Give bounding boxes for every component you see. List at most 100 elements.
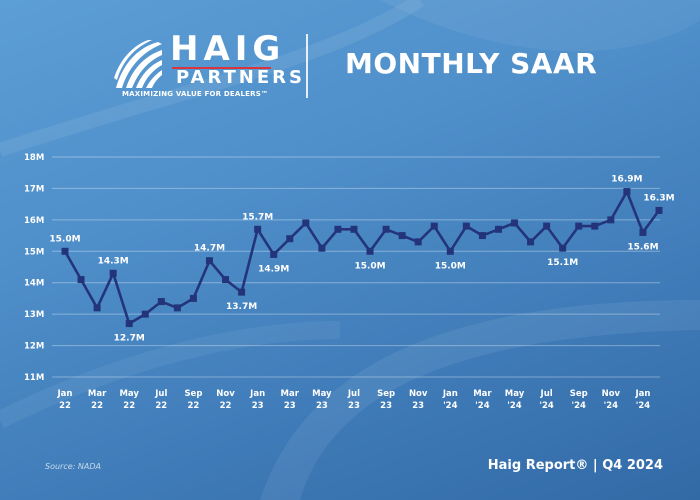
data-label: 12.7M <box>114 334 145 344</box>
data-point <box>478 232 486 240</box>
data-point <box>302 219 310 227</box>
x-tick-label: Jul <box>347 389 360 399</box>
data-point <box>543 222 551 230</box>
x-tick-label: 23 <box>412 401 424 411</box>
x-tick-label: 22 <box>155 401 167 411</box>
x-tick-label: Nov <box>602 389 621 399</box>
data-point <box>334 225 342 233</box>
x-tick-label: 22 <box>188 401 200 411</box>
y-tick-label: 16M <box>24 216 44 226</box>
data-label: 14.3M <box>98 256 129 266</box>
data-label: 14.9M <box>258 264 289 274</box>
y-tick-label: 13M <box>24 310 44 320</box>
x-tick-label: 22 <box>91 401 103 411</box>
data-point <box>494 225 502 233</box>
haig-logo-icon <box>114 40 162 88</box>
data-point <box>318 244 326 252</box>
y-tick-label: 14M <box>24 279 44 289</box>
x-tick-label: '24 <box>572 401 587 411</box>
x-tick-label: Sep <box>184 389 202 399</box>
data-point <box>527 238 535 246</box>
x-tick-label: Sep <box>377 389 395 399</box>
data-point <box>655 206 663 214</box>
brand-tagline: MAXIMIZING VALUE FOR DEALERS™ <box>122 90 269 98</box>
data-point <box>446 247 454 255</box>
x-tick-label: Mar <box>281 389 300 399</box>
data-point <box>398 232 406 240</box>
data-label: 13.7M <box>226 302 257 312</box>
y-tick-label: 15M <box>24 247 44 257</box>
data-point <box>414 238 422 246</box>
x-tick-label: '24 <box>636 401 651 411</box>
x-tick-label: 23 <box>252 401 264 411</box>
brand-name: HAIG <box>170 29 286 69</box>
x-tick-label: '24 <box>507 401 522 411</box>
data-label: 16.3M <box>643 193 674 203</box>
x-tick-label: '24 <box>475 401 490 411</box>
x-tick-label: Jan <box>57 389 73 399</box>
data-point <box>205 257 213 265</box>
x-tick-label: Nov <box>216 389 235 399</box>
x-tick-label: Jul <box>154 389 167 399</box>
data-point <box>350 225 358 233</box>
data-point <box>77 276 85 284</box>
data-label: 16.9M <box>611 175 642 185</box>
x-tick-label: Nov <box>409 389 428 399</box>
data-label: 15.0M <box>49 234 80 244</box>
data-point <box>286 235 294 243</box>
brand-accent-rule <box>172 67 271 69</box>
data-point <box>575 222 583 230</box>
data-label: 15.0M <box>354 261 385 271</box>
y-tick-label: 12M <box>24 342 44 352</box>
x-tick-label: '24 <box>539 401 554 411</box>
data-label: 15.7M <box>242 212 273 222</box>
x-tick-label: Mar <box>473 389 492 399</box>
x-tick-label: Mar <box>88 389 107 399</box>
x-tick-label: Jan <box>249 389 265 399</box>
x-tick-label: Jan <box>634 389 650 399</box>
chart-title: MONTHLY SAAR <box>345 47 598 80</box>
data-label: 14.7M <box>194 244 225 254</box>
brand-subname: PARTNERS <box>176 67 305 88</box>
data-point <box>559 244 567 252</box>
report-label: Haig Report® | Q4 2024 <box>487 458 663 473</box>
x-tick-label: May <box>312 389 332 399</box>
data-point <box>430 222 438 230</box>
y-tick-label: 11M <box>24 373 44 383</box>
x-tick-label: Jul <box>540 389 553 399</box>
data-point <box>189 294 197 302</box>
x-tick-label: '24 <box>443 401 458 411</box>
y-tick-label: 17M <box>24 184 44 194</box>
data-point <box>125 320 133 328</box>
x-tick-label: 23 <box>284 401 296 411</box>
x-tick-label: May <box>119 389 139 399</box>
data-point <box>157 298 165 306</box>
x-tick-label: May <box>505 389 525 399</box>
data-label: 15.0M <box>435 261 466 271</box>
header: HAIG PARTNERS MAXIMIZING VALUE FOR DEALE… <box>0 0 700 110</box>
x-tick-label: '24 <box>604 401 619 411</box>
data-point <box>591 222 599 230</box>
data-point <box>61 247 69 255</box>
data-point <box>93 304 101 312</box>
data-point <box>366 247 374 255</box>
x-tick-label: 22 <box>59 401 71 411</box>
data-point <box>173 304 181 312</box>
data-point <box>270 250 278 258</box>
data-point <box>109 269 117 277</box>
y-tick-label: 18M <box>24 153 44 163</box>
data-point <box>623 188 631 196</box>
data-point <box>222 276 230 284</box>
data-point <box>607 216 615 224</box>
data-point <box>511 219 519 227</box>
x-tick-label: Jan <box>442 389 458 399</box>
data-label: 15.6M <box>627 242 658 252</box>
data-point <box>462 222 470 230</box>
data-point <box>382 225 390 233</box>
source-note: Source: NADA <box>45 462 101 471</box>
x-tick-label: 23 <box>316 401 328 411</box>
x-tick-label: 22 <box>123 401 135 411</box>
data-point <box>141 310 149 318</box>
